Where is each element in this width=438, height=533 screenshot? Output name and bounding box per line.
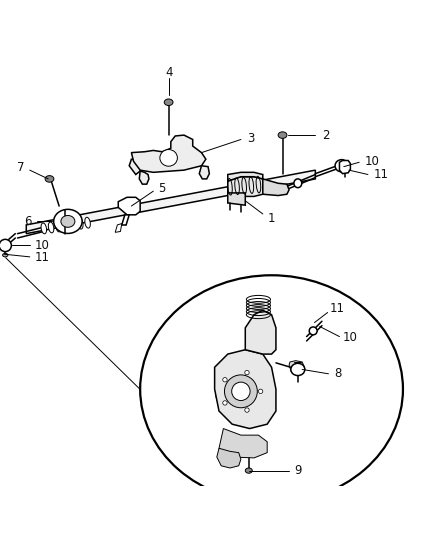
Ellipse shape [70,219,76,230]
Ellipse shape [335,159,348,172]
Ellipse shape [245,370,249,375]
Ellipse shape [245,408,249,412]
Text: 4: 4 [165,66,173,79]
Text: 5: 5 [158,182,165,195]
Ellipse shape [48,222,54,233]
Polygon shape [115,223,122,232]
Ellipse shape [41,223,46,234]
Text: 11: 11 [373,168,388,181]
Polygon shape [199,166,209,179]
Ellipse shape [78,218,83,229]
Text: 8: 8 [334,367,341,381]
Ellipse shape [215,366,266,416]
Text: 11: 11 [35,251,50,264]
Ellipse shape [3,253,8,257]
Text: 11: 11 [329,303,344,316]
Polygon shape [131,135,206,172]
Polygon shape [263,179,289,196]
Polygon shape [228,172,263,181]
Polygon shape [215,350,276,429]
Ellipse shape [232,382,250,400]
Text: 2: 2 [322,128,329,142]
Ellipse shape [224,375,257,408]
Text: 9: 9 [294,464,302,477]
Ellipse shape [223,401,227,405]
Polygon shape [217,448,241,468]
Ellipse shape [278,132,287,139]
Ellipse shape [0,239,11,252]
Text: 3: 3 [247,132,255,144]
Ellipse shape [309,327,317,335]
Text: 10: 10 [364,155,379,168]
Polygon shape [289,361,304,374]
Ellipse shape [140,275,403,503]
Polygon shape [228,193,245,205]
Text: 7: 7 [17,160,24,174]
Ellipse shape [245,468,252,473]
Ellipse shape [291,364,305,376]
Polygon shape [339,160,350,174]
Ellipse shape [56,221,61,232]
Polygon shape [129,159,142,174]
Polygon shape [219,429,267,458]
Polygon shape [245,310,276,354]
Polygon shape [228,177,263,197]
Polygon shape [26,170,315,233]
Text: 1: 1 [268,212,276,225]
Polygon shape [118,197,140,215]
Ellipse shape [61,215,75,227]
Ellipse shape [63,220,68,231]
Text: 6: 6 [24,215,32,228]
Ellipse shape [45,175,54,182]
Polygon shape [139,171,149,184]
Ellipse shape [85,217,90,228]
Ellipse shape [294,179,302,188]
Ellipse shape [160,150,177,166]
Text: 10: 10 [35,239,50,252]
Ellipse shape [164,99,173,106]
Ellipse shape [53,209,82,233]
Ellipse shape [223,377,227,382]
Text: 10: 10 [343,332,357,344]
Ellipse shape [258,389,263,393]
